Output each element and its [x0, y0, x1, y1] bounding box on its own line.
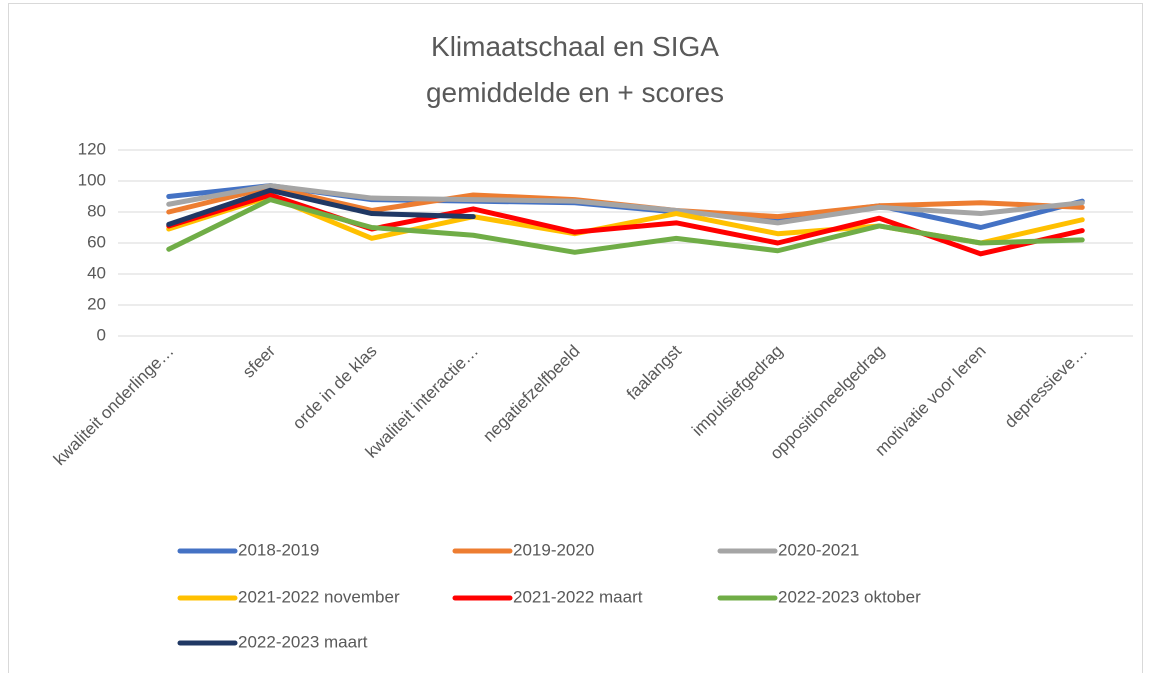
chart-title: Klimaatschaal en SIGA [431, 31, 719, 62]
legend-label: 2022-2023 oktober [778, 587, 921, 606]
y-tick-label: 20 [87, 294, 106, 313]
y-tick-label: 120 [78, 139, 106, 158]
y-tick-label: 80 [87, 201, 106, 220]
series-line [166, 197, 1085, 255]
y-tick-label: 100 [78, 170, 106, 189]
legend-label: 2021-2022 maart [513, 587, 643, 606]
legend-label: 2018-2019 [238, 540, 319, 559]
chart-frame [8, 3, 1143, 678]
y-tick-label: 40 [87, 263, 106, 282]
y-tick-label: 60 [87, 232, 106, 251]
y-tick-label: 0 [97, 325, 106, 344]
series-line [166, 183, 1085, 226]
series-line [166, 187, 476, 227]
legend-label: 2019-2020 [513, 540, 594, 559]
chart-subtitle: gemiddelde en + scores [426, 77, 724, 108]
legend-label: 2022-2023 maart [238, 632, 368, 651]
legend-label: 2021-2022 november [238, 587, 400, 606]
legend-label: 2020-2021 [778, 540, 859, 559]
